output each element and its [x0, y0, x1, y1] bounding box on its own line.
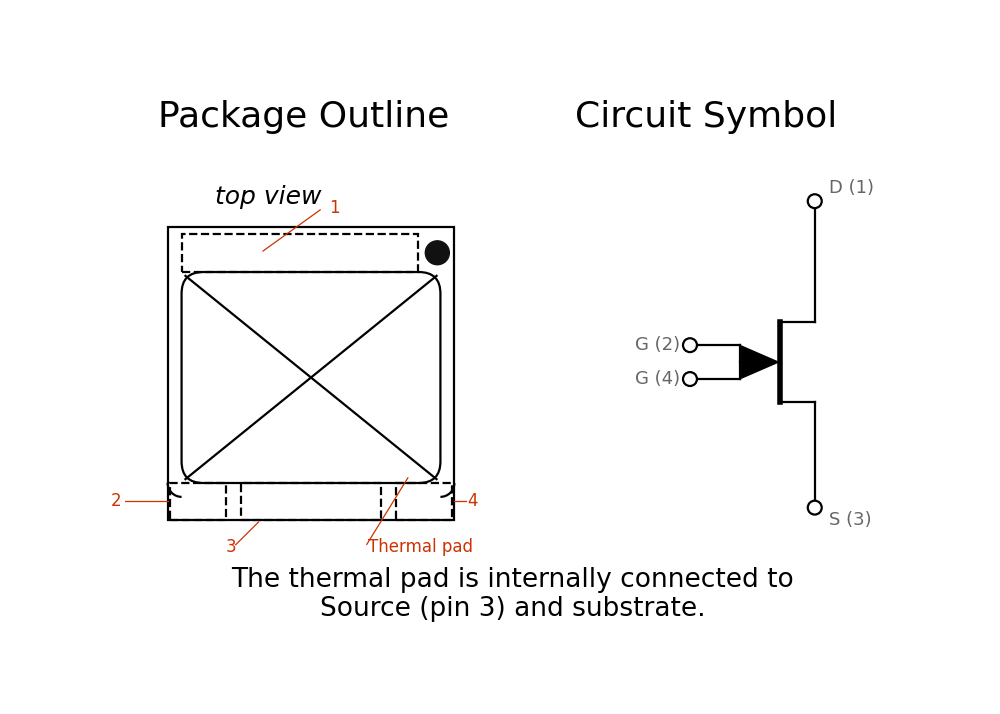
- Text: S (3): S (3): [829, 511, 871, 530]
- Circle shape: [683, 372, 697, 386]
- Text: 1: 1: [329, 199, 339, 217]
- Text: G (4): G (4): [635, 370, 680, 388]
- Text: Circuit Symbol: Circuit Symbol: [575, 100, 837, 134]
- Polygon shape: [741, 346, 778, 378]
- Text: The thermal pad is internally connected to: The thermal pad is internally connected …: [231, 567, 794, 593]
- Text: G (2): G (2): [635, 336, 680, 354]
- Text: Source (pin 3) and substrate.: Source (pin 3) and substrate.: [320, 595, 705, 621]
- Bar: [241, 483, 381, 520]
- Text: Package Outline: Package Outline: [158, 100, 449, 134]
- Text: 2: 2: [110, 493, 121, 511]
- Circle shape: [425, 241, 449, 265]
- Circle shape: [808, 194, 822, 208]
- Bar: [170, 483, 226, 520]
- Text: 3: 3: [226, 538, 236, 556]
- Circle shape: [808, 501, 822, 515]
- Bar: [182, 233, 418, 272]
- Text: Thermal pad: Thermal pad: [368, 538, 473, 556]
- Text: D (1): D (1): [829, 179, 874, 197]
- Text: 4: 4: [468, 493, 478, 511]
- Text: top view: top view: [215, 185, 322, 209]
- Bar: [396, 483, 452, 520]
- Circle shape: [683, 338, 697, 352]
- Bar: [168, 227, 454, 520]
